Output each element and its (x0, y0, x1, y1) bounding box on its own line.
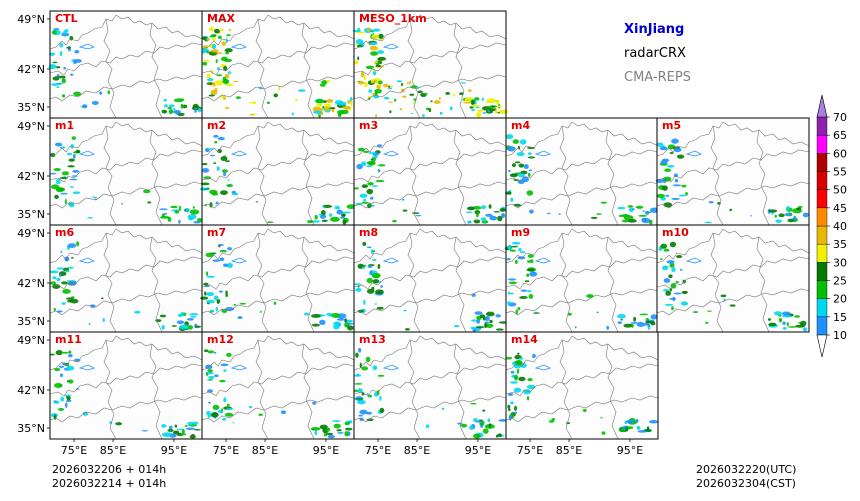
map-panel-m6: m6 (49, 224, 203, 333)
panel-label: m4 (511, 119, 530, 132)
colorbar-segment (816, 298, 828, 318)
lon-tick-label: 75°E (61, 444, 87, 457)
colorbar-tick-label: 50 (833, 184, 847, 197)
lat-tick-label: 49°N (17, 227, 45, 240)
lat-tick-label: 35°N (17, 101, 45, 114)
panel-label: MAX (207, 12, 235, 25)
panel-label: m1 (55, 119, 74, 132)
colorbar-segment (816, 207, 828, 227)
panel-label: m5 (662, 119, 681, 132)
panel-label: m7 (207, 226, 226, 239)
map-panel-m14: m14 (505, 331, 659, 440)
valid-time-utc: 2026032220(UTC) (696, 463, 797, 476)
colorbar-segment (816, 262, 828, 281)
lat-tick-label: 42°N (17, 277, 45, 290)
colorbar-tick-label: 60 (833, 147, 847, 160)
colorbar-segment (816, 225, 828, 245)
colorbar-segment (816, 116, 828, 136)
colorbar-tick-label: 45 (833, 202, 847, 215)
lon-tick-label: 75°E (365, 444, 391, 457)
panel-label: m11 (55, 333, 82, 346)
colorbar-tick-label: 65 (833, 129, 847, 142)
init-time-utc: 2026032206 + 014h (52, 463, 167, 476)
colorbar-tick-label: 55 (833, 166, 847, 179)
lat-tick-label: 49°N (17, 13, 45, 26)
lat-tick-label: 35°N (17, 315, 45, 328)
colorbar-tick-label: 40 (833, 220, 847, 233)
panel-label: m14 (511, 333, 538, 346)
map-panel-MESO_1km: MESO_1km (352, 10, 509, 119)
lon-tick-label: 85°E (404, 444, 430, 457)
region-title: XinJiang (624, 22, 685, 37)
colorbar-segment (816, 280, 828, 299)
panel-label: m10 (662, 226, 689, 239)
colorbar-tick-label: 35 (833, 238, 847, 251)
colorbar-tick-label: 30 (833, 256, 847, 269)
lon-tick-label: 95°E (465, 444, 491, 457)
map-panel-m1: m1 (49, 117, 203, 226)
map-panel-m12: m12 (201, 331, 355, 440)
lon-tick-label: 85°E (252, 444, 278, 457)
lat-tick-label: 35°N (17, 208, 45, 221)
panel-label: m12 (207, 333, 234, 346)
lat-tick-label: 49°N (17, 120, 45, 133)
colorbar-segment (816, 243, 828, 263)
map-panel-m3: m3 (353, 117, 507, 226)
lat-tick-label: 42°N (17, 384, 45, 397)
map-panel-m4: m4 (505, 117, 660, 226)
colorbar-segment (816, 189, 828, 209)
panel-label: m3 (359, 119, 378, 132)
lat-tick-label: 35°N (17, 422, 45, 435)
map-panel-m8: m8 (353, 224, 509, 333)
colorbar-segment (816, 153, 828, 172)
lon-tick-label: 95°E (617, 444, 643, 457)
colorbar-segment (816, 134, 828, 154)
colorbar-tick-label: 25 (833, 275, 847, 288)
colorbar-segment (816, 171, 828, 190)
panel-label: m8 (359, 226, 378, 239)
init-time-cst: 2026032214 + 014h (52, 477, 167, 490)
map-panel-MAX: MAX (201, 10, 355, 119)
panel-label: m6 (55, 226, 74, 239)
lon-tick-label: 75°E (213, 444, 239, 457)
valid-time-cst: 2026032304(CST) (696, 477, 796, 490)
map-panel-m9: m9 (504, 224, 659, 333)
map-panel-m10: m10 (656, 224, 810, 333)
colorbar-extend-low (816, 334, 828, 358)
lon-tick-label: 95°E (313, 444, 339, 457)
panel-label: MESO_1km (359, 12, 427, 25)
colorbar-tick-label: 20 (833, 293, 847, 306)
colorbar-tick-label: 70 (833, 111, 847, 124)
map-panel-m2: m2 (199, 117, 357, 226)
lon-tick-label: 85°E (100, 444, 126, 457)
lon-tick-label: 85°E (556, 444, 582, 457)
lat-tick-label: 42°N (17, 170, 45, 183)
lon-tick-label: 75°E (517, 444, 543, 457)
map-panel-CTL: CTL (48, 10, 203, 119)
colorbar-tick-label: 10 (833, 329, 847, 342)
colorbar-tick-label: 15 (833, 311, 847, 324)
colorbar-extend-high (816, 94, 828, 118)
colorbar-segment (816, 316, 828, 336)
panel-label: m9 (511, 226, 530, 239)
map-panel-m5: m5 (655, 117, 810, 226)
lat-tick-label: 42°N (17, 63, 45, 76)
panel-label: CTL (55, 12, 78, 25)
panel-label: m2 (207, 119, 226, 132)
panel-label: m13 (359, 333, 386, 346)
map-panel-m13: m13 (353, 331, 508, 440)
model-name: CMA-REPS (624, 70, 691, 85)
lat-tick-label: 49°N (17, 334, 45, 347)
map-panel-m11: m11 (49, 331, 203, 440)
product-name: radarCRX (624, 46, 686, 61)
lon-tick-label: 95°E (161, 444, 187, 457)
map-panel-m7: m7 (200, 224, 355, 333)
